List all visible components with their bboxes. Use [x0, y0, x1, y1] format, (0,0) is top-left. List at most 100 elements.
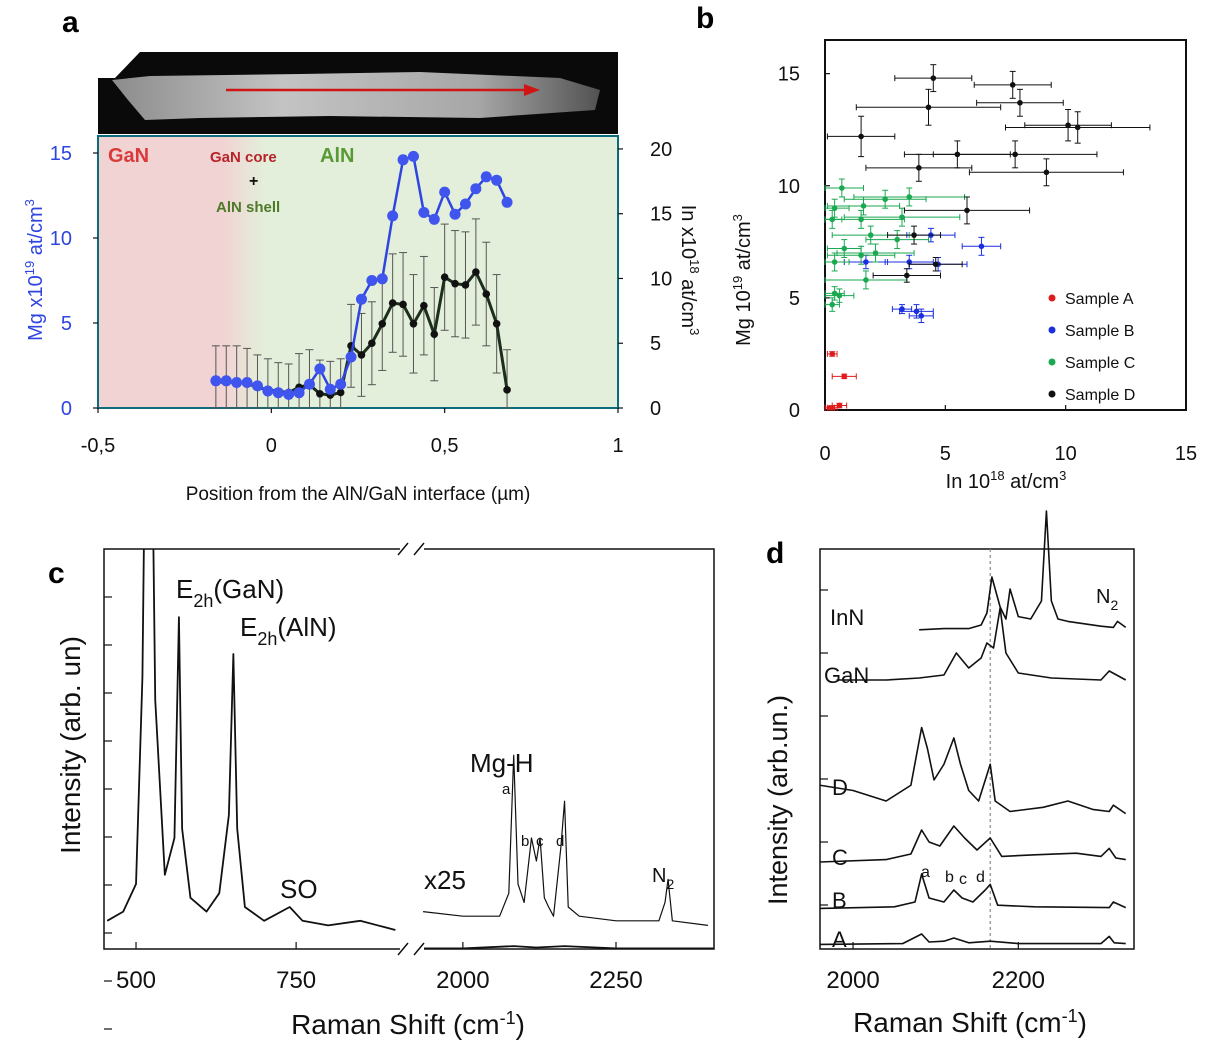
mg-point — [439, 186, 451, 198]
mg-point — [335, 378, 347, 390]
axis-break-bottom-gap — [400, 942, 424, 958]
mg-point — [262, 385, 274, 397]
in-point — [451, 279, 459, 288]
peak-b-label: b — [521, 833, 529, 850]
data-point — [831, 290, 838, 297]
mg-point — [480, 171, 492, 183]
panel-a-right-ylabel: In x1018 at/cm3 — [677, 205, 702, 336]
y-tick-label: 0 — [789, 400, 800, 422]
y-tick-label: 5 — [789, 288, 800, 310]
x-tick-label: 1 — [612, 435, 623, 457]
mg-point — [407, 150, 419, 162]
data-point — [836, 292, 843, 299]
in-point — [492, 320, 501, 328]
left-tick-label: 10 — [50, 228, 72, 250]
panel-b-xlabel: In 1018 at/cm3 — [946, 468, 1067, 493]
x-tick-label: 0,5 — [431, 435, 459, 457]
data-point — [906, 194, 913, 200]
panel-a-left-ylabel: Mg x1019 at/cm3 — [22, 199, 47, 341]
data-point — [860, 203, 867, 209]
x-tick-label: 2250 — [589, 967, 642, 994]
data-point — [913, 308, 920, 315]
mg-point — [449, 208, 461, 220]
mg-point — [501, 196, 513, 208]
trace-label: A — [832, 927, 847, 952]
data-point — [1009, 82, 1016, 88]
trace-label: B — [832, 888, 847, 913]
mg-point — [470, 183, 482, 195]
data-point — [839, 185, 845, 191]
panel-b-label: b — [696, 2, 714, 35]
axis-break-mark — [397, 542, 409, 556]
region-aln-label: AlN — [320, 145, 354, 167]
legend-label: Sample B — [1065, 323, 1134, 340]
x-tick-label: 750 — [276, 967, 316, 994]
legend-marker — [1048, 326, 1056, 334]
mg-point — [314, 363, 326, 375]
data-point — [916, 165, 922, 171]
mg-point — [293, 387, 305, 399]
spectrum-GaN — [836, 607, 1127, 681]
peak-d-label: d — [556, 833, 564, 850]
spectrum-line-baseline — [423, 945, 714, 949]
in-point — [430, 330, 439, 338]
data-point — [894, 236, 900, 243]
data-point — [964, 207, 970, 214]
spectrum-line-x25 — [422, 754, 708, 926]
panel-b-legend: Sample A Sample B Sample C Sample D — [1048, 291, 1135, 404]
in-point — [409, 320, 418, 328]
panel-d-spectra — [819, 510, 1127, 946]
data-point — [858, 216, 864, 223]
legend-marker — [1048, 294, 1056, 302]
mg-point — [387, 210, 399, 222]
mg-point — [283, 388, 295, 400]
d-peak-d-label: d — [976, 869, 985, 886]
data-point — [858, 133, 864, 140]
panel-a-mg-series — [210, 150, 513, 400]
d-peak-c-label: c — [959, 871, 967, 888]
y-tick-label: 10 — [778, 176, 800, 198]
x-tick-label: 5 — [940, 443, 951, 465]
mg-point — [210, 375, 222, 387]
spectrum-A — [819, 933, 1126, 946]
n2-label: N2 — [652, 865, 674, 892]
data-point — [829, 351, 836, 357]
data-point — [899, 306, 905, 312]
data-point — [1074, 124, 1081, 131]
region-core-label: GaN core — [210, 149, 277, 166]
in-point — [336, 388, 345, 397]
panel-c-label: c — [48, 557, 65, 590]
data-point — [829, 216, 836, 223]
legend-label: Sample C — [1065, 355, 1135, 372]
panel-a-right-ticks: 0 5 10 15 20 — [618, 139, 672, 420]
data-point — [882, 196, 888, 203]
spectrum-C — [819, 825, 1126, 863]
peak-c-label: c — [536, 833, 544, 850]
region-plus-label: + — [249, 173, 258, 190]
data-point — [918, 313, 925, 319]
mg-point — [231, 377, 243, 388]
x-tick-label: 2200 — [992, 967, 1045, 994]
panel-a-label: a — [62, 6, 79, 39]
mg-point — [418, 207, 430, 218]
mg-point — [491, 174, 503, 186]
tem-image-corner — [98, 52, 140, 78]
spectrum-line-spectrum — [106, 549, 396, 931]
data-point — [978, 243, 985, 250]
data-point — [899, 214, 905, 220]
panel-d: d 2000 2200 InN GaN D CBA a b c d N2 Intensi… — [763, 510, 1135, 1038]
panel-d-xlabel: Raman Shift (cm-1) — [853, 1006, 1087, 1038]
in-point — [503, 386, 511, 394]
right-tick-label: 0 — [650, 398, 661, 420]
panel-a-left-ticks: 0 5 10 15 — [50, 143, 98, 420]
mg-point — [272, 387, 284, 399]
panel-b-ylabel: Mg 1019 at/cm3 — [730, 214, 755, 346]
in-point — [420, 301, 428, 310]
axis-break-mark — [413, 542, 425, 556]
mg-point — [376, 273, 388, 285]
panel-c-spectra — [106, 549, 714, 949]
mg-point — [303, 378, 315, 390]
